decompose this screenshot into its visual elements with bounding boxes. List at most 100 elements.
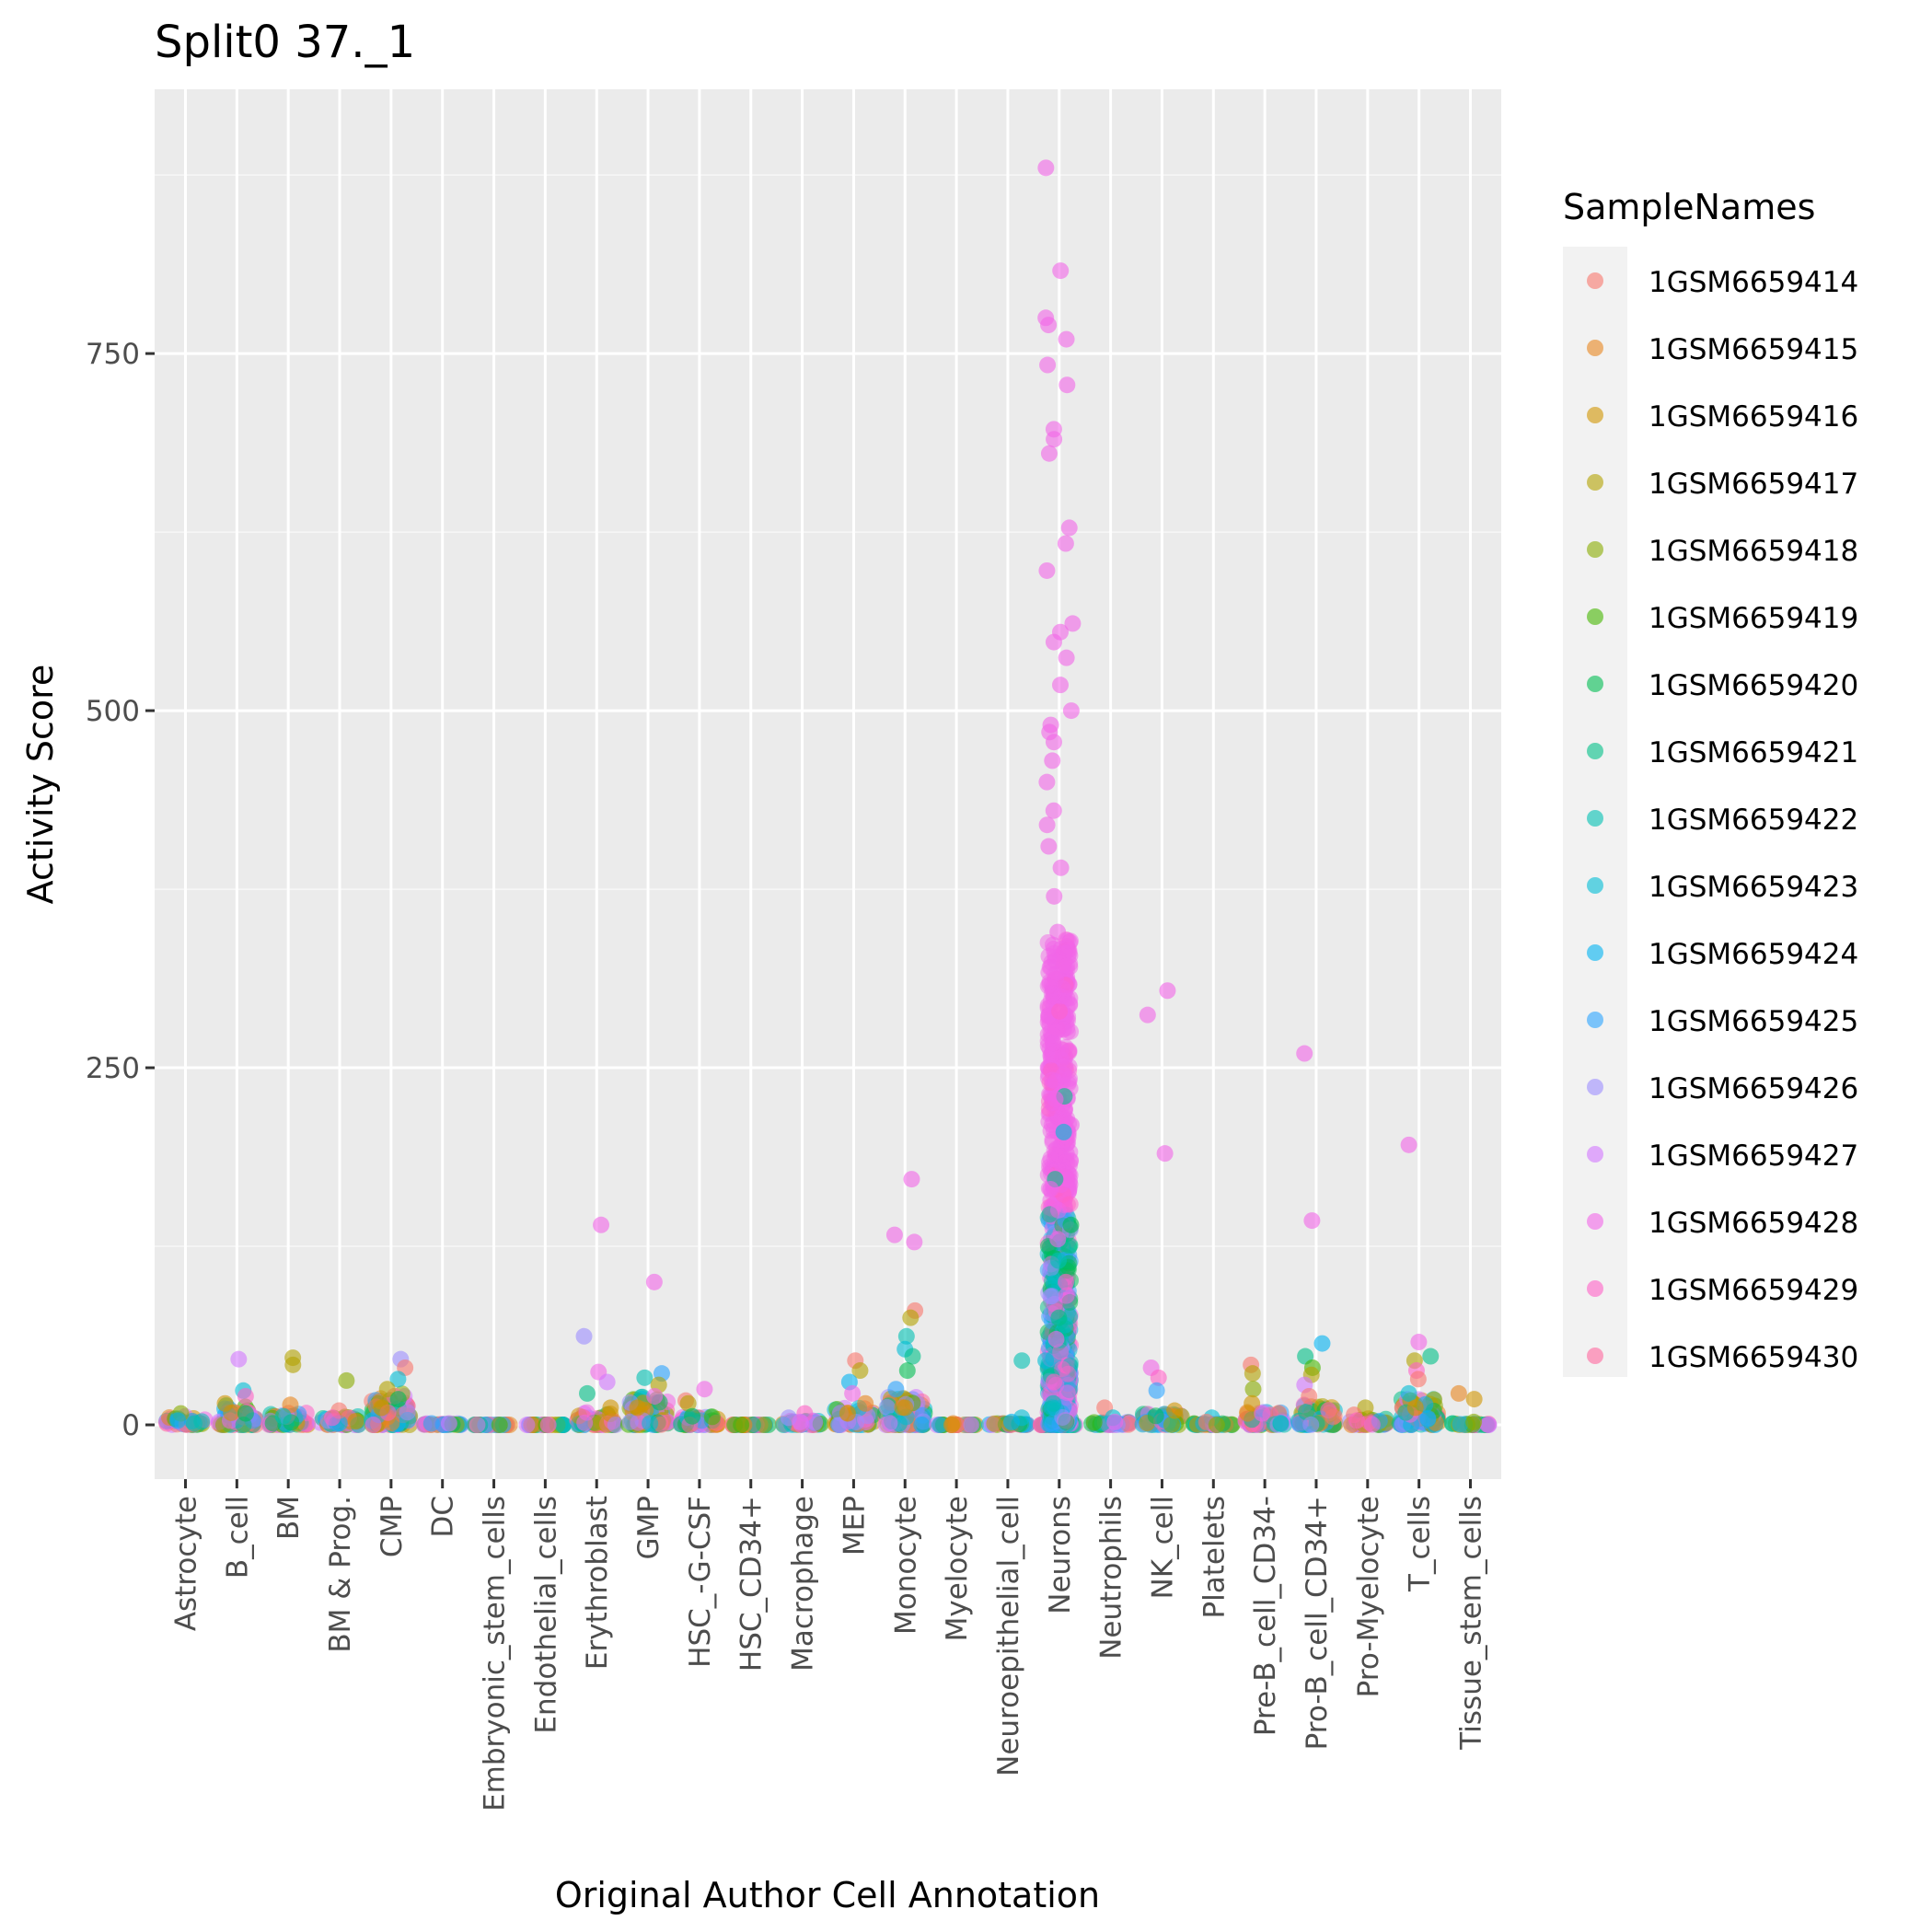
data-point xyxy=(1400,1136,1417,1153)
data-point xyxy=(1045,1035,1062,1052)
data-point xyxy=(237,1387,254,1405)
data-point xyxy=(629,1399,646,1417)
data-point xyxy=(902,1309,920,1326)
data-point xyxy=(1059,1384,1076,1402)
data-point xyxy=(1059,948,1077,966)
legend-label: 1GSM6659426 xyxy=(1649,1072,1858,1105)
data-point xyxy=(1163,1416,1180,1433)
data-point xyxy=(1302,1416,1320,1433)
x-axis-label: Original Author Cell Annotation xyxy=(555,1875,1100,1915)
data-point xyxy=(593,1216,610,1233)
data-point xyxy=(1052,988,1070,1005)
legend-swatch xyxy=(1587,407,1603,423)
data-point xyxy=(237,1405,254,1422)
data-point xyxy=(274,1407,292,1425)
data-point xyxy=(1166,1402,1184,1419)
legend-label: 1GSM6659421 xyxy=(1649,736,1858,769)
data-point xyxy=(885,1226,903,1244)
axes: 0 250 500 750 Astrocyte B_cell BM BM & Prog. CMP… xyxy=(86,338,1488,1811)
data-point xyxy=(1058,649,1075,666)
data-point xyxy=(1046,431,1063,448)
data-point xyxy=(1062,702,1080,720)
data-point xyxy=(469,1417,486,1434)
data-point xyxy=(1055,1021,1072,1038)
data-point xyxy=(1150,1369,1167,1386)
data-point xyxy=(1045,1275,1062,1292)
data-point xyxy=(986,1415,1003,1432)
legend-label: 1GSM6659418 xyxy=(1649,535,1858,568)
data-point xyxy=(338,1371,355,1389)
data-point xyxy=(1480,1417,1498,1434)
data-point xyxy=(1059,1365,1077,1382)
legend-swatch xyxy=(1587,877,1603,894)
y-tick-label: 500 xyxy=(86,695,140,728)
x-tick-label: Macrophage xyxy=(787,1496,820,1672)
data-point xyxy=(1037,159,1055,177)
data-point xyxy=(422,1415,440,1432)
data-point xyxy=(1422,1348,1440,1365)
data-point xyxy=(1058,330,1075,348)
legend-swatch xyxy=(1587,608,1603,625)
data-point xyxy=(576,1414,594,1431)
data-point xyxy=(1050,1252,1068,1269)
x-tick-label: Pro-Myelocyte xyxy=(1352,1496,1385,1697)
data-point xyxy=(1301,1387,1318,1405)
data-point xyxy=(1038,561,1056,579)
data-point xyxy=(1348,1412,1366,1429)
data-point xyxy=(621,1413,639,1430)
data-point xyxy=(491,1417,508,1434)
data-point xyxy=(1042,1180,1059,1197)
data-point xyxy=(1060,1042,1078,1059)
legend-items: 1GSM6659414 1GSM6659415 1GSM6659416 1GSM665… xyxy=(1587,266,1858,1374)
legend-swatch xyxy=(1587,810,1603,827)
x-tick-label: Myelocyte xyxy=(941,1496,974,1641)
data-point xyxy=(897,1327,915,1345)
data-point xyxy=(943,1417,960,1434)
data-point xyxy=(1147,1407,1164,1425)
data-point xyxy=(1040,838,1058,855)
x-tick-label: MEP xyxy=(838,1496,871,1556)
data-point xyxy=(1058,1273,1075,1290)
data-point xyxy=(1045,734,1062,751)
data-point xyxy=(169,1412,187,1429)
data-point xyxy=(378,1381,396,1398)
data-point xyxy=(903,1171,920,1188)
data-point xyxy=(1051,677,1069,694)
data-point xyxy=(792,1413,809,1430)
data-point xyxy=(284,1356,302,1373)
data-point xyxy=(554,1417,572,1434)
data-point xyxy=(733,1417,750,1434)
chart-title: Split0 37._1 xyxy=(155,17,415,68)
data-point xyxy=(1272,1415,1290,1432)
data-point xyxy=(1465,1413,1483,1430)
data-point xyxy=(598,1373,616,1391)
legend-label: 1GSM6659424 xyxy=(1649,938,1858,971)
data-point xyxy=(1400,1384,1417,1402)
legend-swatch xyxy=(1587,1079,1603,1095)
data-point xyxy=(602,1399,619,1417)
x-tick-label: Platelets xyxy=(1197,1496,1231,1619)
data-point xyxy=(518,1417,536,1434)
data-point xyxy=(906,1233,923,1251)
x-tick-label: Neurons xyxy=(1044,1496,1077,1614)
data-point xyxy=(1363,1416,1381,1433)
data-point xyxy=(539,1417,557,1434)
data-point xyxy=(440,1415,457,1432)
data-point xyxy=(216,1394,234,1412)
legend-swatch xyxy=(1587,944,1603,961)
x-tick-label: Neutrophils xyxy=(1095,1496,1128,1660)
data-point xyxy=(364,1417,382,1434)
data-points xyxy=(157,159,1498,1434)
legend-label: 1GSM6659429 xyxy=(1649,1274,1858,1307)
legend-swatch xyxy=(1587,340,1603,356)
data-point xyxy=(857,1394,874,1412)
data-point xyxy=(1044,752,1061,769)
data-point xyxy=(1047,1330,1065,1348)
legend-swatch xyxy=(1587,1280,1603,1297)
data-point xyxy=(1062,1216,1080,1233)
data-point xyxy=(230,1350,248,1368)
data-point xyxy=(578,1384,596,1402)
data-point xyxy=(1208,1417,1225,1434)
legend-title: SampleNames xyxy=(1563,187,1815,227)
